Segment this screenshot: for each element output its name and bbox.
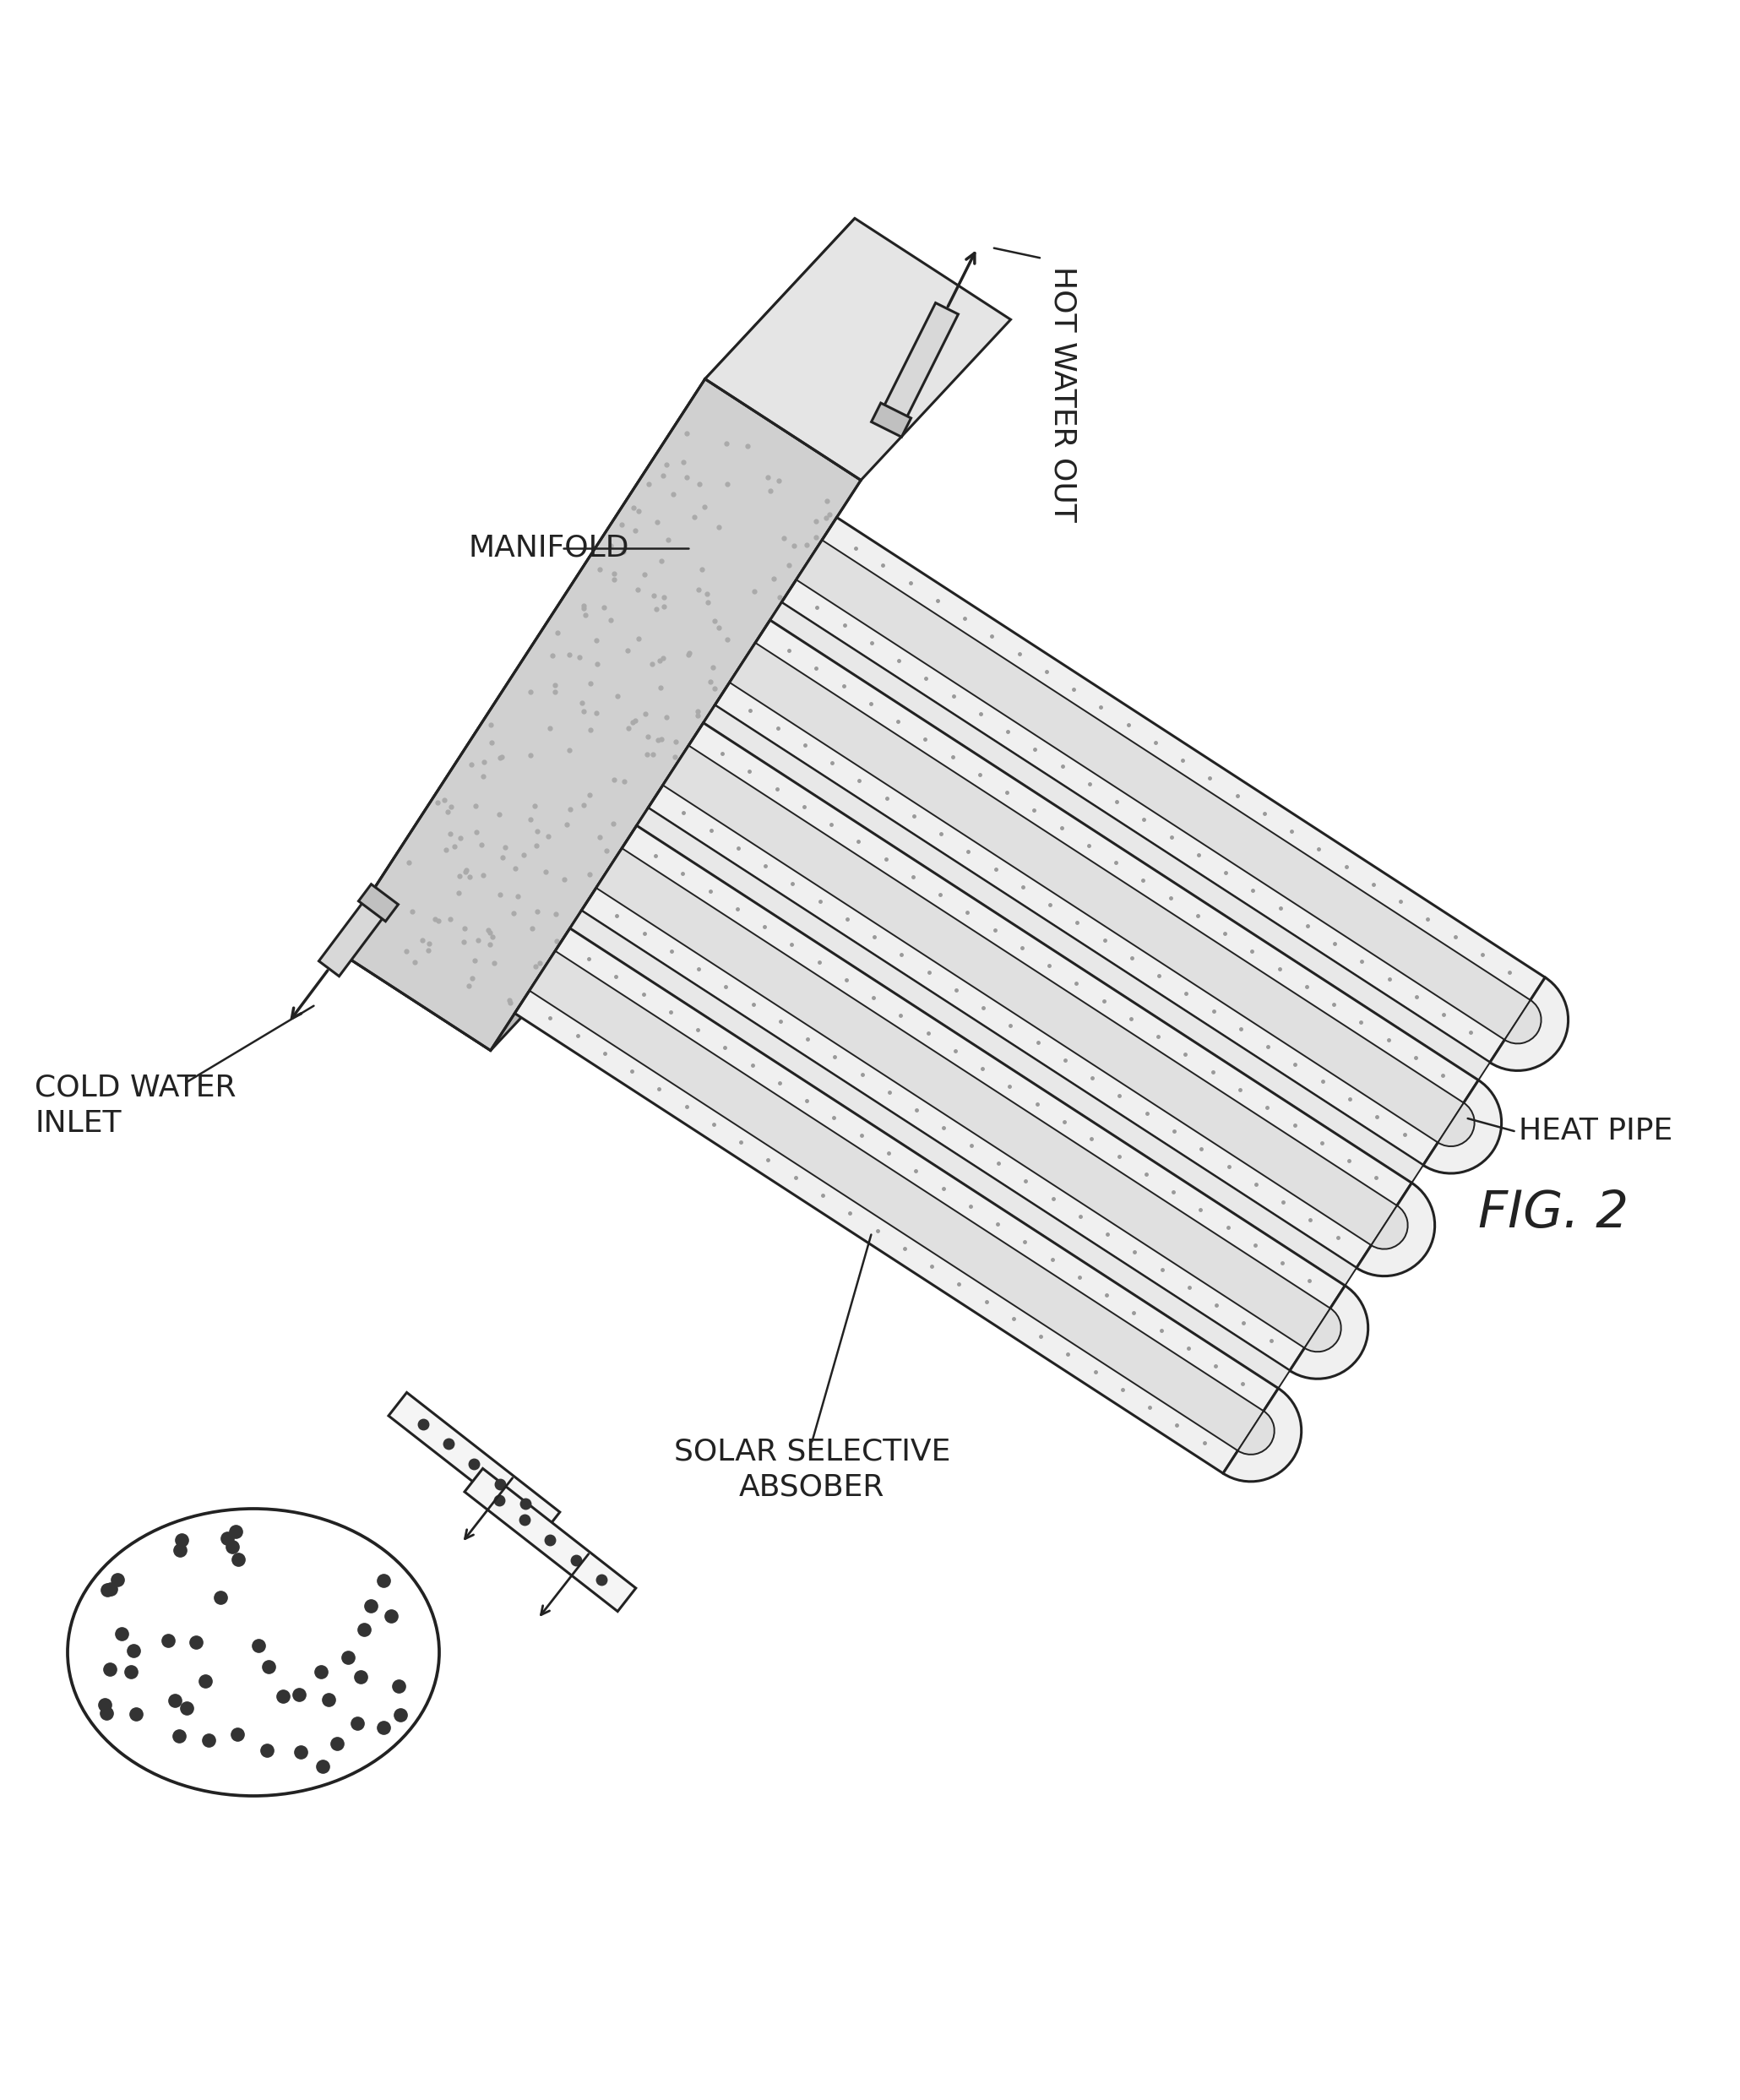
Polygon shape xyxy=(663,746,1397,1245)
Polygon shape xyxy=(879,302,959,428)
Polygon shape xyxy=(318,892,390,976)
Polygon shape xyxy=(705,218,1011,481)
Polygon shape xyxy=(597,848,1331,1348)
Polygon shape xyxy=(872,403,912,437)
Polygon shape xyxy=(637,808,1357,1285)
Text: MANIFOLD: MANIFOLD xyxy=(468,533,630,563)
Wedge shape xyxy=(1357,1182,1435,1277)
Wedge shape xyxy=(1423,1079,1502,1174)
Text: HEAT PIPE: HEAT PIPE xyxy=(1519,1117,1672,1144)
Polygon shape xyxy=(729,643,1463,1142)
Polygon shape xyxy=(334,378,861,1050)
Polygon shape xyxy=(465,1468,635,1611)
Wedge shape xyxy=(1437,1102,1474,1147)
Polygon shape xyxy=(581,825,1345,1371)
Polygon shape xyxy=(358,884,398,922)
Polygon shape xyxy=(334,218,854,949)
Text: HOT WATER OUT: HOT WATER OUT xyxy=(1047,267,1077,523)
Polygon shape xyxy=(771,603,1489,1079)
Polygon shape xyxy=(703,706,1423,1182)
Wedge shape xyxy=(1505,1000,1542,1044)
Wedge shape xyxy=(1489,976,1568,1071)
Polygon shape xyxy=(797,540,1531,1040)
Polygon shape xyxy=(334,790,640,1050)
Wedge shape xyxy=(1237,1411,1274,1455)
Text: COLD WATER
INLET: COLD WATER INLET xyxy=(35,1073,237,1138)
Polygon shape xyxy=(647,722,1411,1268)
Wedge shape xyxy=(1223,1388,1302,1480)
Polygon shape xyxy=(388,1392,560,1535)
Polygon shape xyxy=(529,951,1263,1451)
Text: FIG. 2: FIG. 2 xyxy=(1479,1189,1629,1239)
Ellipse shape xyxy=(68,1508,438,1795)
Wedge shape xyxy=(1371,1205,1408,1250)
Wedge shape xyxy=(1289,1285,1368,1380)
Polygon shape xyxy=(571,911,1289,1388)
Text: SOLAR SELECTIVE
ABSOBER: SOLAR SELECTIVE ABSOBER xyxy=(673,1436,950,1502)
Polygon shape xyxy=(715,620,1479,1166)
Polygon shape xyxy=(515,928,1279,1474)
Wedge shape xyxy=(1305,1308,1342,1352)
Polygon shape xyxy=(781,517,1545,1063)
